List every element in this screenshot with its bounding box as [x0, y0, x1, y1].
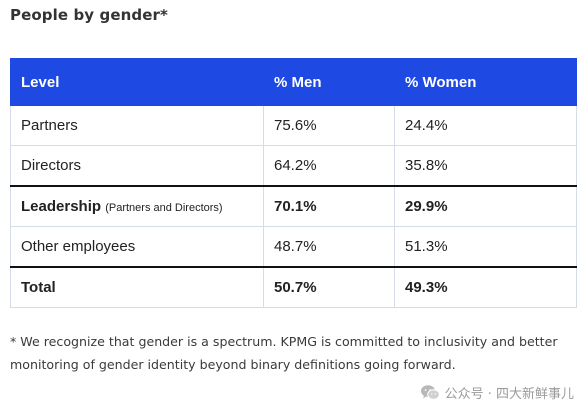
level-cell: Partners	[10, 105, 264, 146]
men-cell: 64.2%	[263, 145, 395, 187]
men-cell: 75.6%	[263, 105, 395, 146]
table-row-total: Total 50.7% 49.3%	[10, 266, 577, 308]
level-cell: Total	[10, 266, 264, 308]
level-cell: Leadership (Partners and Directors)	[10, 185, 264, 227]
column-header-women: % Women	[394, 58, 577, 106]
women-cell: 49.3%	[394, 266, 577, 308]
column-header-men: % Men	[263, 58, 395, 106]
gender-table-container: Level % Men % Women Partners 75.6% 24.4%…	[10, 58, 577, 308]
level-cell: Other employees	[10, 226, 264, 268]
wechat-icon	[420, 384, 440, 401]
watermark: 公众号 · 四大新鲜事儿	[420, 383, 574, 402]
table-row-partners: Partners 75.6% 24.4%	[10, 105, 577, 146]
column-header-level: Level	[10, 58, 264, 106]
women-cell: 24.4%	[394, 105, 577, 146]
level-label: Leadership	[21, 198, 102, 215]
level-note: (Partners and Directors)	[105, 202, 223, 214]
watermark-text: 公众号 · 四大新鲜事儿	[444, 387, 574, 402]
men-cell: 50.7%	[263, 266, 395, 308]
page-title: People by gender*	[10, 6, 168, 24]
footnote: * We recognize that gender is a spectrum…	[10, 334, 558, 372]
table-header-row: Level % Men % Women	[10, 58, 577, 106]
women-cell: 51.3%	[394, 226, 577, 268]
men-cell: 48.7%	[263, 226, 395, 268]
table-row-other-employees: Other employees 48.7% 51.3%	[10, 226, 577, 268]
men-cell: 70.1%	[263, 185, 395, 227]
women-cell: 35.8%	[394, 145, 577, 187]
gender-table: Level % Men % Women Partners 75.6% 24.4%…	[10, 58, 577, 308]
women-cell: 29.9%	[394, 185, 577, 227]
table-row-leadership: Leadership (Partners and Directors) 70.1…	[10, 185, 577, 227]
level-cell: Directors	[10, 145, 264, 187]
table-row-directors: Directors 64.2% 35.8%	[10, 145, 577, 187]
